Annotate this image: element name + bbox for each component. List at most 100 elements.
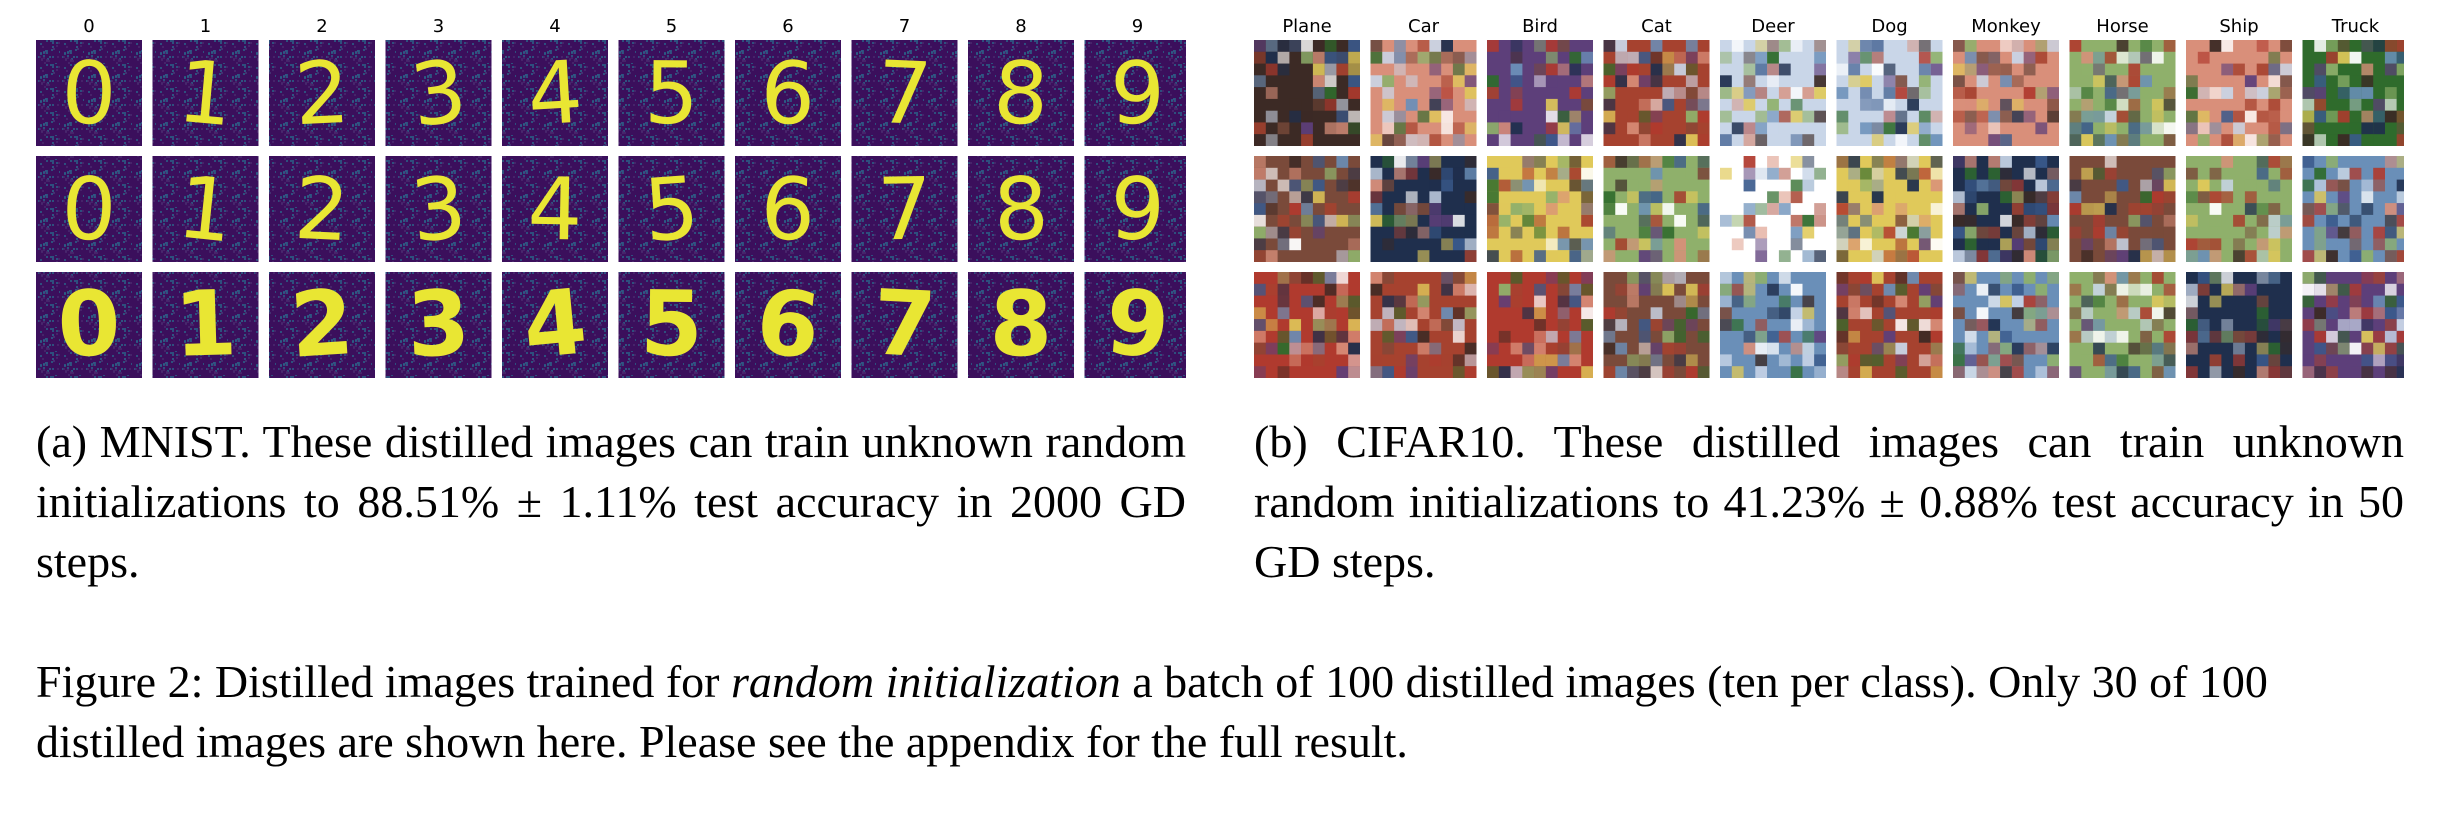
cifar-tile	[1487, 272, 1593, 378]
mnist-tile	[968, 272, 1074, 378]
mnist-tile	[385, 40, 492, 146]
cifar-tile	[1720, 40, 1826, 146]
cifar-column-label-7: Horse	[2096, 16, 2149, 37]
mnist-digit: 0	[60, 43, 117, 144]
mnist-tile	[618, 272, 725, 378]
cifar-tile	[1836, 40, 1943, 146]
mnist-tile	[269, 40, 375, 146]
mnist-digit: 5	[641, 158, 703, 262]
mnist-tile	[152, 272, 259, 378]
mnist-digit: 4	[519, 269, 591, 379]
mnist-tile	[968, 40, 1074, 146]
mnist-digit: 5	[640, 272, 704, 378]
mnist-tile	[502, 272, 608, 378]
cifar-tile	[1953, 40, 2059, 146]
mnist-column-label-6: 6	[782, 16, 794, 37]
mnist-tile	[1084, 156, 1186, 262]
mnist-digit: 1	[174, 42, 237, 146]
mnist-column-label-0: 0	[83, 16, 95, 37]
mnist-column-label-9: 9	[1131, 16, 1144, 37]
mnist-tile	[735, 40, 841, 146]
mnist-digit: 8	[992, 43, 1051, 145]
mnist-image-grid: 0 1 2 3 4 5 6 7 8 90 1 2 3 4 5 6 7 8 90 1 2 3 4 5 6 7 8 9	[36, 40, 1186, 381]
cifar-tile	[2186, 272, 2292, 378]
cifar-column-label-4: Deer	[1751, 16, 1795, 37]
mnist-column-label-4: 4	[549, 16, 561, 37]
mnist-digit: 3	[405, 41, 471, 147]
mnist-digit: 4	[525, 42, 586, 145]
mnist-digit: 2	[287, 270, 356, 379]
cifar-tile	[1254, 156, 1360, 262]
cifar-column-label-3: Cat	[1641, 16, 1672, 37]
mnist-tile	[618, 40, 725, 146]
mnist-tile	[735, 156, 841, 262]
mnist-digit: 9	[1102, 270, 1173, 380]
mnist-tile	[152, 156, 259, 262]
cifar-column-label-5: Dog	[1871, 16, 1908, 37]
mnist-digit: 6	[759, 43, 817, 145]
mnist-digit: 6	[758, 159, 817, 261]
mnist-tile	[36, 156, 142, 262]
mnist-digit: 7	[871, 271, 939, 379]
cifar-tile	[2186, 156, 2292, 262]
mnist-digit: 4	[527, 160, 583, 261]
mnist-digit: 1	[173, 157, 238, 262]
mnist-tile	[269, 272, 375, 378]
figure-caption-text-1: Distilled images trained for	[214, 656, 720, 707]
mnist-digit: 3	[407, 158, 471, 263]
mnist-tile	[152, 40, 259, 146]
cifar-column-labels: Plane Car Bird Cat Deer Dog Monkey Horse Ship Tru…	[1254, 14, 2404, 40]
cifar-tile	[1836, 272, 1943, 378]
mnist-tile	[36, 272, 142, 378]
cifar-tile	[1370, 156, 1477, 262]
cifar-column-label-1: Car	[1408, 16, 1439, 37]
mnist-digit: 6	[751, 269, 825, 381]
mnist-digit: 7	[876, 160, 932, 261]
cifar-tile	[1487, 156, 1593, 262]
cifar-column-label-0: Plane	[1282, 16, 1332, 37]
mnist-digit: 0	[56, 271, 122, 378]
mnist-tile	[851, 40, 958, 146]
cifar-tile	[1254, 40, 1360, 146]
mnist-column-label-8: 8	[1015, 16, 1027, 37]
mnist-column-label-2: 2	[316, 16, 328, 37]
mnist-tile	[968, 156, 1074, 262]
cifar-column-label-9: Truck	[2331, 16, 2380, 37]
cifar-tile	[1953, 272, 2059, 378]
cifar-tile	[2186, 40, 2292, 146]
mnist-column-labels: 0 1 2 3 4 5 6 7 8 9	[36, 14, 1186, 40]
cifar-tile	[1720, 272, 1826, 378]
mnist-digit: 7	[875, 43, 934, 145]
figure-caption-text-2: a batch of 100 distilled images (ten per…	[36, 656, 2268, 767]
mnist-digit: 9	[1110, 44, 1165, 144]
cifar-column-label-6: Monkey	[1971, 16, 2041, 37]
cifar-subcaption: (b) CIFAR10. These distilled images can …	[1254, 416, 2404, 587]
cifar-tile	[2069, 40, 2176, 146]
mnist-column-label-5: 5	[665, 16, 678, 37]
cifar-tile	[1603, 156, 1710, 262]
cifar-tile	[2302, 156, 2404, 262]
cifar-tile	[1603, 272, 1710, 378]
cifar-tile	[2302, 272, 2404, 378]
cifar-tile	[2069, 272, 2176, 378]
cifar-tile	[1953, 156, 2059, 262]
mnist-tile	[618, 156, 725, 262]
mnist-tile	[1084, 272, 1186, 378]
mnist-digit: 3	[405, 271, 472, 379]
cifar-tile	[1254, 272, 1360, 378]
cifar-tile	[1836, 156, 1943, 262]
mnist-subcaption: (a) MNIST. These distilled images can tr…	[36, 416, 1186, 587]
cifar-image-grid	[1254, 40, 2404, 378]
cifar-column-label-8: Ship	[2219, 16, 2259, 37]
mnist-tile	[735, 272, 841, 378]
cifar-tile	[2302, 40, 2404, 146]
mnist-tile	[1084, 40, 1186, 146]
figure-caption: Figure 2: Distilled images trained for r…	[36, 652, 2406, 772]
mnist-column-label-7: 7	[898, 16, 911, 37]
mnist-tile	[502, 156, 608, 262]
mnist-tile	[851, 156, 958, 262]
mnist-digit: 0	[60, 159, 119, 261]
mnist-column-label-1: 1	[199, 16, 212, 37]
mnist-digit: 5	[644, 44, 699, 144]
